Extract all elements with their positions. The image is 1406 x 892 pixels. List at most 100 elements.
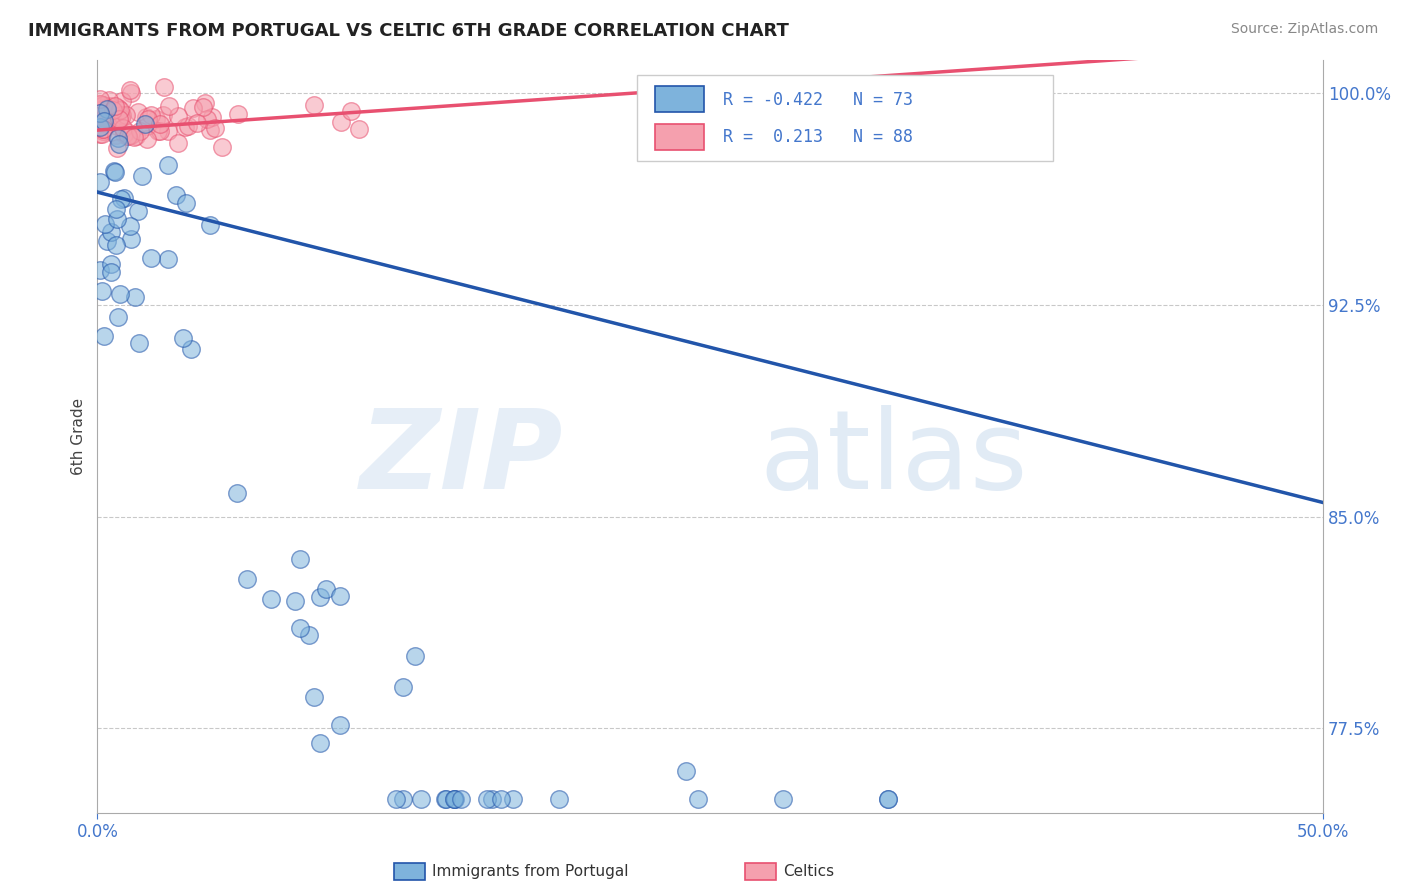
- Point: [96, 234, 118, 248]
- Point: [183, 101, 205, 115]
- Point: [128, 335, 150, 350]
- Bar: [655, 124, 704, 150]
- Point: [110, 111, 132, 125]
- Point: [115, 128, 138, 143]
- Text: atlas: atlas: [759, 405, 1028, 512]
- Point: [91, 124, 114, 138]
- Point: [157, 99, 180, 113]
- Point: [329, 718, 352, 732]
- Point: [135, 132, 157, 146]
- Point: [108, 103, 131, 117]
- Point: [103, 164, 125, 178]
- Point: [434, 792, 457, 806]
- Point: [148, 117, 170, 131]
- Point: [288, 551, 311, 566]
- Point: [89, 105, 111, 120]
- Point: [93, 112, 115, 126]
- Point: [177, 119, 200, 133]
- Point: [204, 120, 226, 135]
- Point: [330, 114, 353, 128]
- Point: [675, 764, 697, 778]
- Point: [91, 98, 114, 112]
- Point: [349, 122, 371, 136]
- Point: [91, 98, 114, 112]
- Point: [284, 594, 307, 608]
- Point: [226, 486, 249, 500]
- Point: [107, 310, 129, 324]
- Point: [108, 112, 131, 126]
- Point: [118, 219, 141, 234]
- Point: [172, 331, 194, 345]
- Point: [91, 122, 114, 136]
- Point: [502, 792, 524, 806]
- Point: [111, 121, 134, 136]
- Point: [89, 120, 111, 134]
- Text: R =  0.213   N = 88: R = 0.213 N = 88: [723, 128, 912, 146]
- Point: [111, 108, 134, 122]
- Point: [89, 175, 111, 189]
- Point: [105, 212, 128, 227]
- Point: [108, 137, 131, 152]
- Point: [385, 792, 408, 806]
- Bar: [655, 86, 704, 112]
- Point: [91, 115, 114, 129]
- Point: [104, 110, 127, 124]
- Point: [135, 110, 157, 124]
- Point: [94, 100, 117, 114]
- Point: [409, 792, 432, 806]
- Point: [105, 141, 128, 155]
- Point: [94, 106, 117, 120]
- Point: [298, 628, 321, 642]
- Point: [98, 93, 121, 107]
- Point: [200, 123, 222, 137]
- Point: [443, 792, 465, 806]
- Point: [193, 99, 215, 113]
- Point: [180, 343, 202, 357]
- Point: [100, 225, 122, 239]
- Point: [100, 265, 122, 279]
- Text: Celtics: Celtics: [783, 864, 834, 879]
- Point: [90, 284, 112, 298]
- Point: [686, 792, 709, 806]
- Point: [475, 792, 498, 806]
- Point: [198, 218, 221, 232]
- Point: [166, 136, 188, 150]
- Point: [876, 792, 898, 806]
- Point: [260, 591, 283, 606]
- Point: [100, 257, 122, 271]
- Point: [93, 118, 115, 132]
- Point: [302, 690, 325, 705]
- Point: [186, 116, 208, 130]
- Point: [104, 99, 127, 113]
- Point: [89, 114, 111, 128]
- Point: [120, 232, 142, 246]
- Point: [89, 92, 111, 106]
- Point: [450, 792, 472, 806]
- Point: [112, 191, 135, 205]
- Point: [112, 128, 135, 142]
- Point: [444, 792, 467, 806]
- Point: [139, 108, 162, 122]
- Point: [195, 112, 218, 127]
- Point: [93, 328, 115, 343]
- Point: [548, 792, 571, 806]
- Point: [89, 107, 111, 121]
- Point: [91, 127, 114, 141]
- Point: [108, 287, 131, 301]
- Point: [148, 124, 170, 138]
- Point: [174, 195, 197, 210]
- Point: [156, 124, 179, 138]
- Point: [96, 101, 118, 115]
- Point: [876, 792, 898, 806]
- Point: [772, 792, 794, 806]
- Point: [134, 118, 156, 132]
- Point: [157, 252, 180, 267]
- Point: [120, 128, 142, 142]
- Point: [94, 110, 117, 124]
- Point: [120, 86, 142, 100]
- Text: R = -0.422   N = 73: R = -0.422 N = 73: [723, 90, 912, 109]
- Point: [91, 122, 114, 136]
- Point: [156, 158, 179, 172]
- Point: [94, 111, 117, 125]
- Point: [89, 105, 111, 120]
